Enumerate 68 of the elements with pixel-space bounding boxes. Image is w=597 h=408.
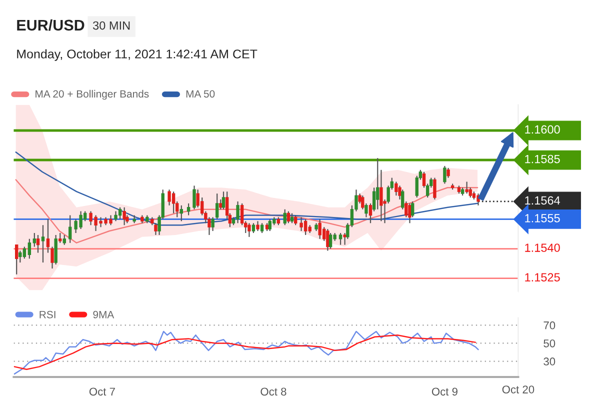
candlestick bbox=[22, 246, 26, 260]
candlestick bbox=[154, 222, 158, 236]
candlestick bbox=[62, 234, 66, 246]
chart-title: EUR/USD bbox=[17, 19, 84, 31]
ref-line-label: 1.1564 bbox=[525, 196, 560, 205]
candlestick bbox=[338, 232, 342, 246]
candlestick bbox=[408, 202, 412, 224]
candlestick bbox=[394, 181, 398, 196]
text: Monday, October 11, 2021 1:42:41 AM CET bbox=[17, 49, 258, 61]
candlestick bbox=[236, 200, 240, 224]
candlestick bbox=[54, 234, 58, 266]
candlestick bbox=[286, 210, 290, 224]
y-tick-label: 30 bbox=[544, 358, 556, 366]
candlestick bbox=[219, 198, 222, 210]
candlestick bbox=[328, 232, 332, 250]
candlestick bbox=[256, 220, 260, 232]
candlestick bbox=[122, 206, 126, 226]
y-tick-label: 50 bbox=[544, 339, 556, 348]
ref-line-label: 1.1585 bbox=[525, 154, 560, 164]
candlestick bbox=[18, 250, 22, 264]
candlestick bbox=[304, 218, 308, 236]
text: 30 MIN bbox=[92, 21, 130, 30]
candlestick bbox=[222, 191, 226, 210]
candlestick bbox=[28, 238, 32, 260]
ref-line-label: 1.1540 bbox=[525, 244, 560, 252]
candlestick bbox=[318, 218, 322, 240]
legend-label: MA 50 bbox=[186, 90, 215, 98]
candlestick bbox=[41, 224, 45, 264]
candlestick bbox=[58, 232, 62, 244]
legend-label: 9MA bbox=[93, 310, 114, 318]
candlestick bbox=[180, 204, 184, 222]
text: Oct 20 bbox=[502, 386, 534, 394]
ref-line-label: 1.1600 bbox=[525, 125, 560, 134]
candlestick bbox=[294, 214, 298, 226]
candlestick bbox=[50, 246, 54, 270]
candlestick bbox=[252, 222, 256, 234]
candlestick bbox=[300, 216, 303, 232]
candlestick bbox=[168, 189, 171, 206]
x-tick-label: Oct 7 bbox=[89, 388, 115, 396]
candlestick bbox=[376, 158, 380, 210]
candlestick bbox=[32, 232, 36, 248]
candlestick bbox=[443, 165, 446, 184]
candlestick bbox=[248, 222, 251, 238]
candlestick bbox=[172, 191, 176, 214]
candlestick bbox=[215, 193, 219, 220]
legend-label: RSI bbox=[40, 310, 56, 318]
ref-line-label: 1.1555 bbox=[525, 214, 560, 222]
candlestick bbox=[326, 228, 330, 252]
candlestick bbox=[68, 214, 72, 244]
candlestick bbox=[283, 208, 286, 226]
candlestick bbox=[14, 244, 18, 275]
candlestick bbox=[118, 206, 122, 220]
candlestick bbox=[46, 218, 50, 254]
candlestick bbox=[433, 177, 436, 200]
y-tick-label: 70 bbox=[544, 321, 556, 330]
candlestick bbox=[446, 167, 450, 178]
candlestick bbox=[211, 216, 214, 232]
candlestick bbox=[192, 185, 196, 210]
candlestick bbox=[465, 181, 468, 194]
candlestick bbox=[36, 234, 40, 254]
candlestick bbox=[186, 202, 190, 216]
candlestick bbox=[290, 212, 294, 224]
x-tick-label: Oct 9 bbox=[432, 388, 458, 396]
x-tick-label: Oct 8 bbox=[260, 388, 286, 396]
candlestick bbox=[114, 210, 118, 222]
legend-label: MA 20 + Bollinger Bands bbox=[36, 90, 149, 100]
ref-line-label: 1.1525 bbox=[525, 273, 560, 282]
candlestick bbox=[260, 222, 264, 234]
